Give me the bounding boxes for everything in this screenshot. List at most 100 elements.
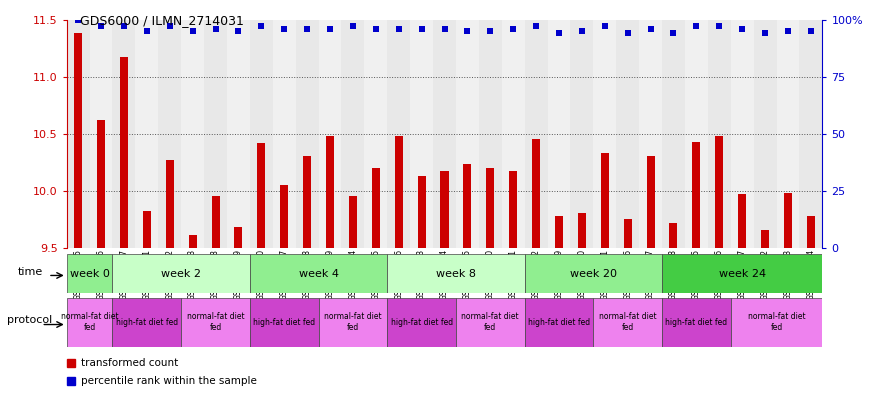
Bar: [646, 156, 654, 248]
Bar: [273, 20, 296, 248]
Text: week 4: week 4: [299, 268, 339, 279]
Text: time: time: [18, 266, 43, 277]
Text: normal-fat diet
fed: normal-fat diet fed: [60, 312, 118, 332]
Bar: [113, 20, 135, 248]
Bar: [418, 176, 426, 248]
Bar: [341, 20, 364, 248]
Text: transformed count: transformed count: [81, 358, 179, 368]
Bar: [348, 196, 356, 248]
Bar: [509, 171, 517, 248]
Bar: [639, 20, 662, 248]
Text: normal-fat diet
fed: normal-fat diet fed: [748, 312, 805, 332]
Bar: [761, 230, 769, 248]
Text: high-fat diet fed: high-fat diet fed: [116, 318, 178, 327]
Bar: [250, 254, 388, 293]
Bar: [738, 194, 746, 248]
Bar: [548, 20, 571, 248]
Bar: [708, 20, 731, 248]
Bar: [388, 254, 525, 293]
Text: protocol: protocol: [7, 315, 52, 325]
Bar: [533, 140, 541, 248]
Bar: [97, 120, 105, 248]
Bar: [143, 211, 151, 248]
Bar: [593, 298, 662, 347]
Bar: [113, 298, 181, 347]
Text: week 20: week 20: [570, 268, 617, 279]
Bar: [204, 20, 227, 248]
Bar: [67, 298, 113, 347]
Bar: [395, 136, 403, 248]
Text: normal-fat diet
fed: normal-fat diet fed: [599, 312, 656, 332]
Bar: [257, 143, 265, 248]
Bar: [165, 160, 173, 248]
Bar: [433, 20, 456, 248]
Bar: [120, 57, 128, 248]
Bar: [303, 156, 311, 248]
Bar: [501, 20, 525, 248]
Bar: [181, 20, 204, 248]
Bar: [364, 20, 388, 248]
Bar: [463, 164, 471, 248]
Bar: [616, 20, 639, 248]
Text: high-fat diet fed: high-fat diet fed: [665, 318, 727, 327]
Bar: [135, 20, 158, 248]
Bar: [212, 196, 220, 248]
Text: GDS6000 / ILMN_2714031: GDS6000 / ILMN_2714031: [80, 14, 244, 27]
Bar: [388, 298, 456, 347]
Bar: [525, 20, 548, 248]
Bar: [250, 20, 273, 248]
Bar: [296, 20, 318, 248]
Text: week 0: week 0: [69, 268, 109, 279]
Text: week 8: week 8: [436, 268, 476, 279]
Bar: [410, 20, 433, 248]
Bar: [669, 222, 677, 248]
Bar: [716, 136, 724, 248]
Bar: [388, 20, 410, 248]
Bar: [440, 171, 449, 248]
Bar: [181, 298, 250, 347]
Bar: [235, 227, 243, 248]
Bar: [158, 20, 181, 248]
Bar: [555, 216, 563, 248]
Bar: [731, 298, 822, 347]
Bar: [188, 235, 196, 248]
Bar: [571, 20, 593, 248]
Bar: [280, 185, 288, 248]
Bar: [693, 141, 701, 248]
Text: high-fat diet fed: high-fat diet fed: [253, 318, 316, 327]
Bar: [456, 20, 479, 248]
Bar: [685, 20, 708, 248]
Text: week 2: week 2: [161, 268, 201, 279]
Bar: [525, 254, 662, 293]
Bar: [372, 168, 380, 248]
Text: normal-fat diet
fed: normal-fat diet fed: [324, 312, 381, 332]
Bar: [326, 136, 334, 248]
Bar: [479, 20, 501, 248]
Bar: [601, 153, 609, 248]
Bar: [754, 20, 776, 248]
Bar: [799, 20, 822, 248]
Bar: [578, 213, 586, 248]
Bar: [784, 193, 792, 248]
Text: high-fat diet fed: high-fat diet fed: [390, 318, 453, 327]
Bar: [624, 219, 632, 248]
Bar: [113, 254, 250, 293]
Bar: [731, 20, 754, 248]
Text: high-fat diet fed: high-fat diet fed: [528, 318, 590, 327]
Bar: [776, 20, 799, 248]
Bar: [67, 20, 90, 248]
Bar: [662, 20, 685, 248]
Bar: [90, 20, 113, 248]
Bar: [250, 298, 318, 347]
Bar: [318, 20, 341, 248]
Text: normal-fat diet
fed: normal-fat diet fed: [187, 312, 244, 332]
Bar: [318, 298, 388, 347]
Bar: [67, 254, 113, 293]
Bar: [456, 298, 525, 347]
Text: normal-fat diet
fed: normal-fat diet fed: [461, 312, 519, 332]
Bar: [662, 254, 822, 293]
Bar: [227, 20, 250, 248]
Bar: [74, 33, 82, 248]
Bar: [593, 20, 616, 248]
Bar: [662, 298, 731, 347]
